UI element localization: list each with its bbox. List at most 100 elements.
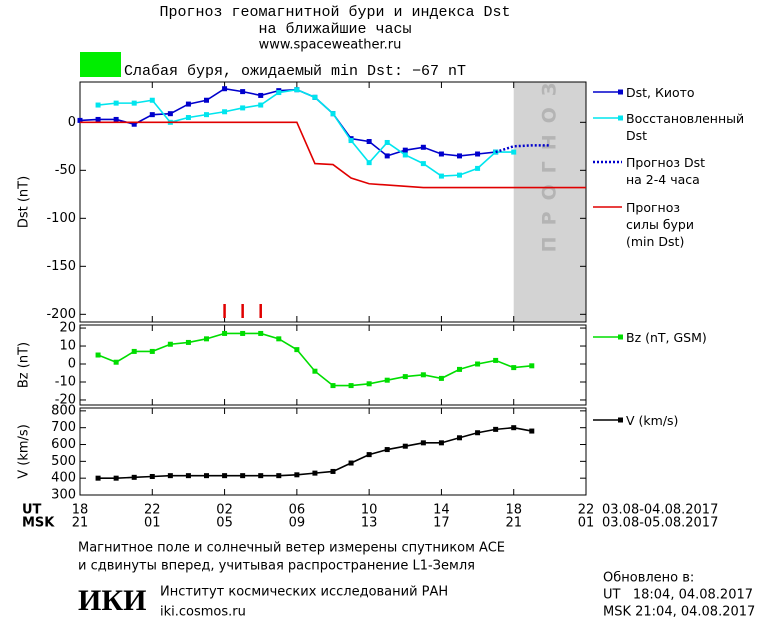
logo: ИКИ [78,584,146,617]
legend-label: Прогноз Dst на 2-4 часа [626,155,706,187]
forecast-zone [513,82,586,322]
y-tick-label: 400 [51,471,76,486]
point [348,138,354,144]
point [294,347,300,353]
point [312,368,318,374]
x-tick-label-msk: 01 [144,516,161,531]
point [113,100,119,106]
updated-msk: MSK 21:04, 04.08.2017 [603,605,755,620]
point [384,139,390,145]
point [348,383,354,389]
plot-frame [79,324,587,406]
point [330,383,336,389]
y-tick-label: -100 [46,211,76,226]
point [438,375,444,381]
plot-frame [79,81,587,323]
point [149,348,155,354]
point [294,472,300,478]
series-line [97,332,532,387]
date-range: 03.08-05.08.2017 [602,516,718,531]
point [420,144,426,150]
y-tick-label: -50 [55,163,76,178]
y-tick-label: 300 [51,488,76,503]
y-axis-label: V (km/s) [17,424,32,479]
y-tick-label: 600 [51,437,76,452]
y-tick-label: 0 [68,115,76,130]
legend-label: Bz (nT, GSM) [626,330,707,345]
point [258,102,264,108]
point [475,151,481,157]
x-tick-label-msk: 13 [361,516,378,531]
legend-swatch [618,115,623,121]
note: и сдвинуты вперед, учитывая распростране… [78,559,475,574]
point [529,363,535,369]
x-tick-label: 06 [289,503,306,518]
point [457,366,462,372]
site: iki.cosmos.ru [160,605,246,620]
y-tick-label: -200 [46,307,76,322]
point [185,101,191,107]
x-tick-label: 22 [578,503,595,518]
y-tick-label: -10 [55,374,76,389]
series-line [97,88,514,177]
updated-ut: UT 18:04, 04.08.2017 [603,588,753,603]
point [258,92,264,98]
legend-label: Восстановленный Dst [626,111,745,143]
point [384,447,390,453]
series-line [80,121,586,189]
point [222,86,228,92]
series-line [79,87,496,157]
y-tick-label: 20 [59,321,76,336]
point [366,160,372,166]
institute: Институт космических исследований РАН [160,585,448,600]
point [529,428,535,434]
x-tick-label-msk: 01 [578,516,595,531]
point [149,97,155,103]
point [167,473,173,479]
y-tick-label: 0 [68,357,76,372]
axis-name: MSK [22,516,55,531]
point [131,100,137,106]
point [330,468,336,474]
point [204,336,209,342]
point [240,330,246,336]
point [493,426,499,432]
legend-swatch [618,417,623,423]
point [457,172,462,178]
point [167,341,173,347]
point [185,115,191,121]
x-tick-label: 02 [216,503,233,518]
url: www.spaceweather.ru [259,38,402,53]
point [475,361,481,367]
point [113,359,119,365]
point [438,173,444,179]
x-tick-label-msk: 09 [289,516,306,531]
point [420,440,426,446]
point [222,330,228,336]
point [438,440,444,446]
point [95,352,101,358]
point [402,152,408,158]
point [366,381,372,387]
date-range: 03.08-04.08.2017 [602,503,718,518]
point [276,336,282,342]
plot-frame [79,407,587,496]
storm-box [80,52,121,77]
series-line [98,426,532,479]
point [149,473,155,479]
point [240,105,246,111]
point [402,147,408,153]
y-tick-label: 700 [51,420,76,435]
point [384,153,390,159]
point [113,475,119,481]
point [113,116,119,122]
y-tick-label: -150 [46,259,76,274]
point [276,473,282,479]
point [475,430,481,436]
x-tick-label: 18 [72,503,89,518]
y-tick-label: 800 [51,403,76,418]
point [222,109,228,115]
point [294,87,300,93]
